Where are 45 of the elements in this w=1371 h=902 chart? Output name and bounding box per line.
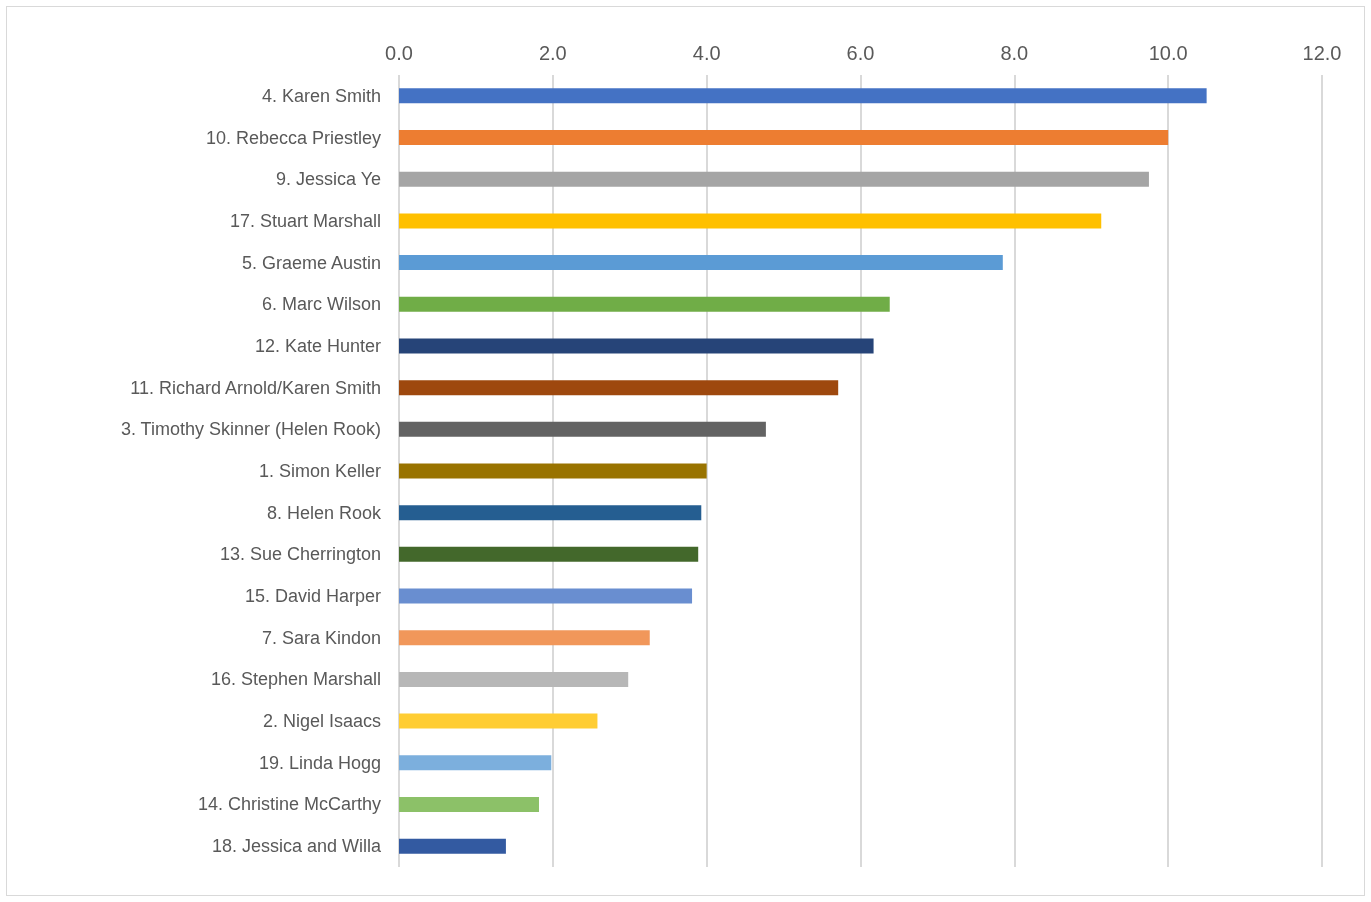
x-tick-label: 4.0 [692,42,721,64]
bar [399,713,598,729]
bar [399,796,539,812]
bar [399,171,1149,187]
y-tick-label: 8. Helen Rook [266,502,382,523]
bar [399,255,1003,271]
bar [399,630,650,646]
bar [399,588,693,604]
y-tick-label: 9. Jessica Ye [275,169,381,190]
x-tick-label: 12.0 [1302,42,1342,64]
y-tick-label: 14. Christine McCarthy [197,794,381,815]
x-tick-label: 6.0 [846,42,875,64]
y-tick-label: 13. Sue Cherrington [219,544,381,565]
y-tick-label: 19. Linda Hogg [258,752,381,773]
y-tick-label: 10. Rebecca Priestley [205,127,381,148]
y-tick-label: 3. Timothy Skinner (Helen Rook) [120,419,381,440]
bar [399,838,506,854]
y-tick-label: 7. Sara Kindon [261,627,381,648]
y-tick-label: 5. Graeme Austin [241,252,381,273]
bar [399,671,629,687]
bar [399,380,839,396]
x-tick-label: 8.0 [1000,42,1029,64]
y-tick-label: 16. Stephen Marshall [210,669,381,690]
bar [399,546,699,562]
bar [399,130,1169,146]
y-tick-label: 17. Stuart Marshall [229,210,381,231]
y-tick-label: 4. Karen Smith [261,85,381,106]
y-tick-label: 6. Marc Wilson [261,294,381,315]
y-tick-label: 12. Kate Hunter [254,335,381,356]
bar [399,505,702,521]
bar [399,338,874,354]
y-tick-label: 1. Simon Keller [258,461,381,481]
bar [399,88,1207,104]
x-tick-label: 2.0 [538,42,567,64]
y-tick-label: 2. Nigel Isaacs [262,711,381,732]
bar [399,421,766,437]
x-tick-label: 10.0 [1148,42,1188,64]
bar [399,296,890,312]
bar [399,755,552,771]
y-tick-label: 18. Jessica and Willa [211,836,382,857]
bar [399,463,707,479]
y-tick-label: 11. Richard Arnold/Karen Smith [130,377,381,398]
x-tick-label: 0.0 [385,42,413,64]
y-tick-label: 15. David Harper [244,586,381,607]
bar [399,213,1102,229]
